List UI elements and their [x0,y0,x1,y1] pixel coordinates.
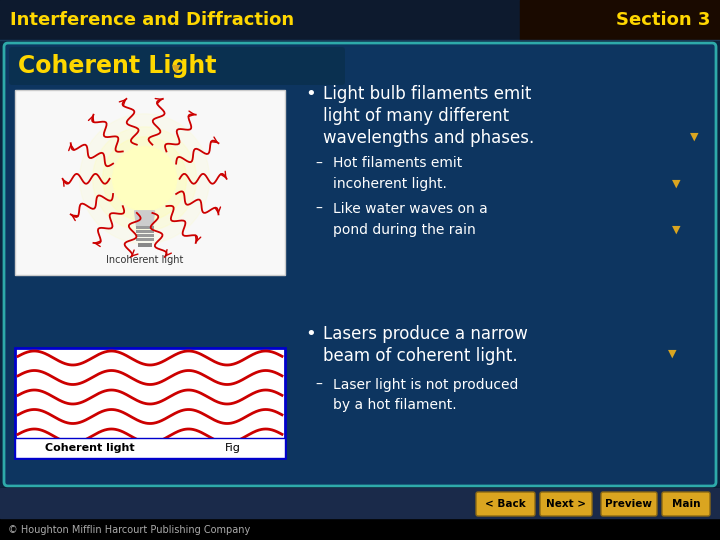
Bar [135,234,153,237]
Text: Lasers produce a narrow: Lasers produce a narrow [323,325,528,343]
Polygon shape [135,211,155,227]
Bar [135,226,153,229]
Text: Hot filaments emit: Hot filaments emit [333,157,462,171]
Text: < Back: < Back [485,499,526,509]
Bar [0,488,720,518]
Bar [15,90,285,275]
Text: ▼: ▼ [172,64,181,74]
Circle shape [80,114,210,244]
Bar [15,348,285,458]
Bar [15,438,285,458]
Text: ▼: ▼ [672,225,680,235]
Text: Next >: Next > [546,499,586,509]
Bar [135,230,153,233]
Circle shape [93,127,197,231]
Text: Like water waves on a: Like water waves on a [333,202,487,217]
Text: ▼: ▼ [690,131,698,141]
Bar [0,488,720,540]
Text: –: – [315,157,322,171]
Text: ▼: ▼ [668,349,677,359]
Text: Interference and Diffraction: Interference and Diffraction [10,11,294,29]
Text: ▼: ▼ [672,179,680,189]
Text: Light bulb filaments emit: Light bulb filaments emit [323,85,531,103]
FancyBboxPatch shape [9,47,345,85]
FancyBboxPatch shape [476,492,535,516]
FancyBboxPatch shape [662,492,710,516]
Text: •: • [305,325,316,343]
Text: incoherent light.: incoherent light. [333,177,447,191]
Polygon shape [520,0,720,40]
Text: Coherent light: Coherent light [45,443,135,453]
Text: –: – [315,377,322,392]
Bar [135,238,153,241]
FancyBboxPatch shape [4,43,716,486]
Text: –: – [315,202,322,217]
Text: light of many different: light of many different [323,107,509,125]
Bar [0,0,720,40]
Text: Preview: Preview [606,499,652,509]
FancyBboxPatch shape [601,492,657,516]
Bar [138,243,152,247]
Text: Laser light is not produced: Laser light is not produced [333,377,518,392]
Text: wavelengths and phases.: wavelengths and phases. [323,129,534,147]
Bar [0,40,720,488]
Text: Fig: Fig [225,443,241,453]
Text: pond during the rain: pond during the rain [333,222,476,237]
Text: Section 3: Section 3 [616,11,710,29]
Text: © Houghton Mifflin Harcourt Publishing Company: © Houghton Mifflin Harcourt Publishing C… [8,525,251,535]
Text: Incoherent light: Incoherent light [106,255,184,265]
Text: Main: Main [672,499,701,509]
Text: Coherent Light: Coherent Light [18,54,217,78]
Circle shape [112,147,176,211]
Circle shape [102,137,186,221]
FancyBboxPatch shape [540,492,592,516]
Text: beam of coherent light.: beam of coherent light. [323,347,518,365]
Text: •: • [305,85,316,103]
Text: by a hot filament.: by a hot filament. [333,398,456,412]
